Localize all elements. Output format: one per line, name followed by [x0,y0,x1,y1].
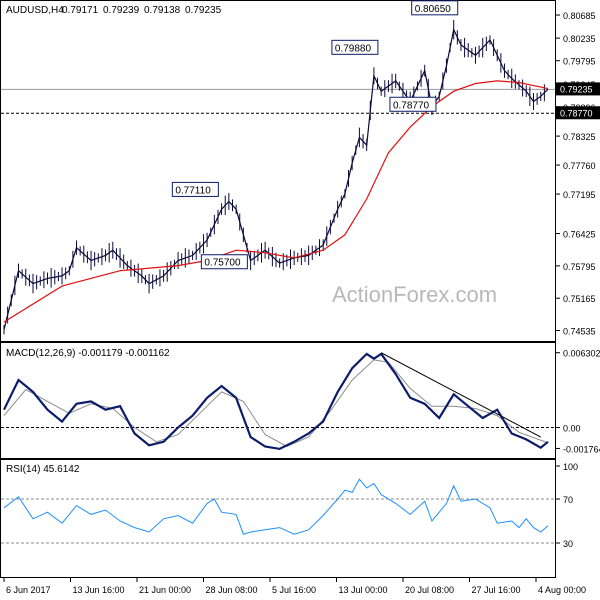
macd-line [3,352,549,451]
macd-trendline [380,352,541,438]
macd-y-tick-label: 0.00 [563,424,581,434]
x-tick-label: 6 Jun 2017 [6,585,51,595]
x-tick-label: 27 Jul 16:00 [472,585,521,595]
ohlc-high: 0.79239 [103,5,140,16]
price-y-tick-label: 0.74535 [563,327,596,337]
x-tick-label: 20 Jul 08:00 [405,585,454,595]
macd-panel-frame [0,342,556,459]
dashed-level-label: 0.78770 [560,108,593,118]
price-annotation: 0.78770 [389,96,437,112]
dashed-level-badge: 0.78770 [556,106,600,120]
macd-header: MACD(12,26,9) -0.001179 -0.001162 [6,348,170,359]
price-annotation: 0.77110 [171,181,219,197]
ohlc-low: 0.79138 [144,5,181,16]
rsi-y-tick-label: 30 [563,539,573,549]
current-price-badge: 0.79235 [556,82,600,96]
price-y-tick-label: 0.79795 [563,57,596,67]
svg-text:0.75700: 0.75700 [204,258,241,269]
rsi-header: RSI(14) 45.6142 [6,464,80,475]
price-y-tick-label: 0.80235 [563,34,596,44]
price-y-tick-label: 0.77760 [563,161,596,171]
price-y-tick-label: 0.78325 [563,132,596,142]
price-panel-frame [0,0,556,342]
x-tick-label: 21 Jun 00:00 [139,585,191,595]
watermark: ActionForex.com [332,282,497,307]
ohlc-close: 0.79235 [185,5,222,16]
svg-text:0.78770: 0.78770 [393,100,430,111]
svg-text:0.80650: 0.80650 [415,4,452,15]
x-tick-label: 5 Jul 16:00 [272,585,316,595]
macd-y-tick-label: 0.006302 [563,349,600,359]
price-annotations: 0.80650 0.79880 0.78770 0.77110 0.75700 [171,0,459,270]
price-y-tick-label: 0.76425 [563,230,596,240]
symbol-header: AUDUSD,H4 [6,5,64,16]
macd-plot: 0.006302 0.00 -0.001764 [1,349,600,454]
rsi-line [3,478,549,535]
rsi-y-tick-label: 100 [563,462,578,472]
rsi-plot: 100 70 30 [1,462,578,549]
price-annotation: 0.75700 [200,254,248,270]
macd-y-tick-label: -0.001764 [563,444,600,454]
price-lines: 0.79235 0.78770 [1,19,600,335]
price-annotation: 0.79880 [331,39,379,55]
sma-line [3,80,549,323]
svg-text:0.79880: 0.79880 [335,43,372,54]
rsi-panel-frame [0,459,556,578]
current-price-label: 0.79235 [560,84,593,94]
x-tick-label: 13 Jul 00:00 [339,585,388,595]
price-y-tick-label: 0.80685 [563,11,596,21]
x-tick-label: 28 Jun 08:00 [206,585,258,595]
x-axis: 6 Jun 2017 13 Jun 16:00 21 Jun 00:00 28 Jun… [3,578,586,595]
rsi-y-tick-label: 70 [563,495,573,505]
price-annotation: 0.80650 [411,0,459,16]
price-axis: 0.806850.802350.797950.793450.788960.783… [555,11,596,337]
price-y-tick-label: 0.75165 [563,294,596,304]
ohlc-open: 0.79171 [62,5,99,16]
x-tick-label: 4 Aug 00:00 [538,585,586,595]
x-tick-label: 13 Jun 16:00 [73,585,125,595]
price-y-tick-label: 0.75795 [563,262,596,272]
svg-text:0.77110: 0.77110 [175,185,211,196]
price-y-tick-label: 0.77195 [563,190,596,200]
